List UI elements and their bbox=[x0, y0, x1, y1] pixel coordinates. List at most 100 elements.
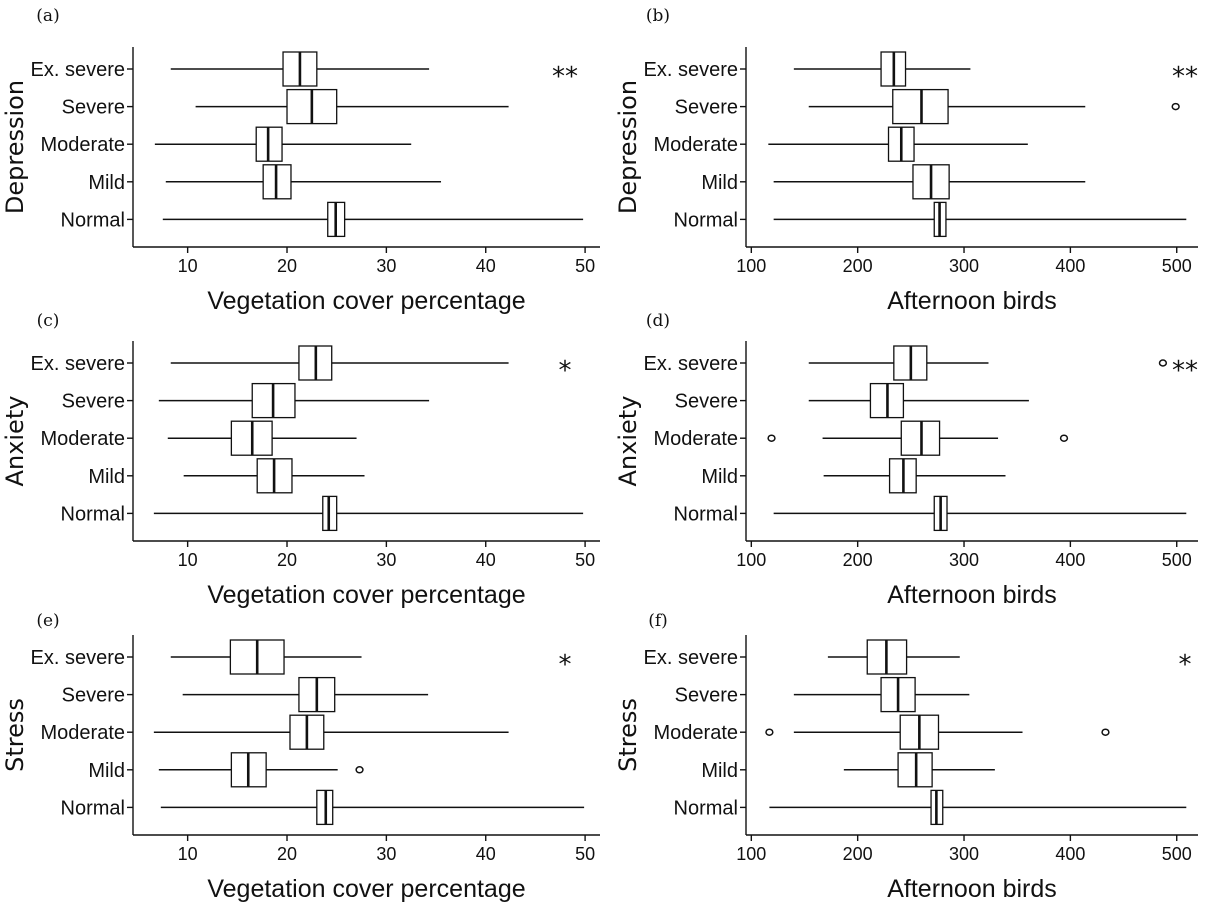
category-label: Moderate bbox=[654, 134, 739, 156]
box-4 bbox=[773, 201, 1187, 238]
panel-label: (d) bbox=[646, 311, 670, 331]
y-axis-title: Depression bbox=[614, 80, 642, 214]
category-label: Ex. severe bbox=[644, 353, 738, 375]
box-1 bbox=[182, 676, 429, 713]
x-axis-title: Afternoon birds bbox=[887, 287, 1057, 315]
category-label: Moderate bbox=[654, 428, 739, 450]
box-4 bbox=[160, 789, 585, 826]
significance-marker: * bbox=[559, 356, 572, 386]
box-0 bbox=[170, 51, 430, 87]
category-label: Normal bbox=[61, 503, 125, 525]
x-axis-title: Vegetation cover percentage bbox=[207, 875, 525, 903]
outlier-point bbox=[1158, 359, 1168, 367]
category-label: Moderate bbox=[654, 722, 739, 744]
box-4 bbox=[769, 789, 1187, 826]
y-axis-title: Anxiety bbox=[1, 396, 29, 487]
x-tick-label: 30 bbox=[376, 844, 396, 864]
x-tick-label: 100 bbox=[736, 844, 766, 864]
y-axis-title: Stress bbox=[614, 698, 642, 772]
category-label: Normal bbox=[674, 797, 738, 819]
panel-label: (e) bbox=[36, 611, 59, 631]
x-tick-label: 500 bbox=[1162, 550, 1192, 570]
box-0 bbox=[808, 345, 1168, 381]
box-2 bbox=[767, 420, 1069, 456]
category-label: Mild bbox=[701, 466, 738, 488]
x-tick-label: 50 bbox=[575, 550, 595, 570]
category-label: Ex. severe bbox=[644, 647, 738, 669]
box-3 bbox=[773, 164, 1086, 200]
panel-label: (c) bbox=[37, 311, 60, 331]
category-label: Moderate bbox=[41, 428, 126, 450]
category-label: Normal bbox=[674, 503, 738, 525]
x-tick-label: 40 bbox=[476, 550, 496, 570]
category-label: Ex. severe bbox=[31, 647, 125, 669]
x-tick-label: 40 bbox=[476, 844, 496, 864]
box-1 bbox=[158, 382, 430, 419]
x-tick-label: 500 bbox=[1162, 256, 1192, 276]
panel-1: (b) Depression 100 200 300 400 500 Afternoon bi… bbox=[614, 6, 1198, 315]
panel-label: (a) bbox=[36, 6, 59, 26]
panel-2: (c) Anxiety 10 20 30 40 50 Vegetation cover per… bbox=[1, 311, 600, 609]
category-label: Severe bbox=[675, 391, 738, 413]
panel-3: (d) Anxiety 100 200 300 400 500 Afternoon birds… bbox=[614, 311, 1198, 609]
x-tick-label: 400 bbox=[1055, 550, 1085, 570]
x-tick-label: 10 bbox=[178, 256, 198, 276]
x-axis-title: Vegetation cover percentage bbox=[207, 287, 525, 315]
box-1 bbox=[808, 382, 1029, 419]
box-2 bbox=[768, 126, 1028, 162]
box-3 bbox=[823, 458, 1006, 494]
x-tick-label: 400 bbox=[1055, 844, 1085, 864]
outlier-point bbox=[765, 728, 774, 736]
x-tick-label: 20 bbox=[277, 256, 297, 276]
significance-marker: ** bbox=[1172, 356, 1198, 386]
box-1 bbox=[808, 88, 1180, 125]
category-label: Mild bbox=[701, 172, 738, 194]
x-tick-label: 50 bbox=[575, 844, 595, 864]
x-tick-label: 30 bbox=[376, 256, 396, 276]
x-tick-label: 10 bbox=[178, 550, 198, 570]
x-tick-label: 40 bbox=[476, 256, 496, 276]
category-label: Mild bbox=[88, 760, 125, 782]
category-label: Moderate bbox=[41, 722, 126, 744]
x-tick-label: 10 bbox=[178, 844, 198, 864]
category-label: Mild bbox=[88, 172, 125, 194]
category-label: Moderate bbox=[41, 134, 126, 156]
x-tick-label: 200 bbox=[843, 550, 873, 570]
category-label: Severe bbox=[62, 391, 125, 413]
x-tick-label: 300 bbox=[949, 550, 979, 570]
box-4 bbox=[153, 495, 584, 532]
box-3 bbox=[843, 752, 995, 788]
x-tick-label: 200 bbox=[843, 256, 873, 276]
x-tick-label: 400 bbox=[1055, 256, 1085, 276]
y-axis-title: Anxiety bbox=[614, 396, 642, 487]
x-tick-label: 300 bbox=[949, 844, 979, 864]
box-2 bbox=[765, 714, 1110, 750]
x-tick-label: 200 bbox=[843, 844, 873, 864]
box-4 bbox=[773, 495, 1187, 532]
box-1 bbox=[195, 88, 509, 125]
category-label: Ex. severe bbox=[644, 59, 738, 81]
category-label: Severe bbox=[62, 97, 125, 119]
box-3 bbox=[165, 164, 442, 200]
x-axis-title: Vegetation cover percentage bbox=[207, 581, 525, 609]
significance-marker: ** bbox=[552, 62, 578, 92]
category-label: Normal bbox=[61, 797, 125, 819]
outlier-point bbox=[767, 434, 776, 442]
category-label: Mild bbox=[701, 760, 738, 782]
box-4 bbox=[162, 201, 584, 238]
category-label: Mild bbox=[88, 466, 125, 488]
outlier-point bbox=[1059, 434, 1069, 442]
category-label: Severe bbox=[675, 97, 738, 119]
outlier-point bbox=[1101, 728, 1110, 736]
x-tick-label: 20 bbox=[277, 844, 297, 864]
x-tick-label: 300 bbox=[949, 256, 979, 276]
box-0 bbox=[827, 639, 960, 675]
panel-0: (a) Depression 10 20 30 40 50 Vegetation cover … bbox=[1, 6, 600, 315]
outlier-point bbox=[1171, 102, 1180, 111]
box-2 bbox=[167, 420, 357, 456]
x-tick-label: 50 bbox=[575, 256, 595, 276]
significance-marker: * bbox=[1179, 650, 1192, 680]
box-0 bbox=[170, 345, 509, 381]
x-axis-title: Afternoon birds bbox=[887, 875, 1057, 903]
